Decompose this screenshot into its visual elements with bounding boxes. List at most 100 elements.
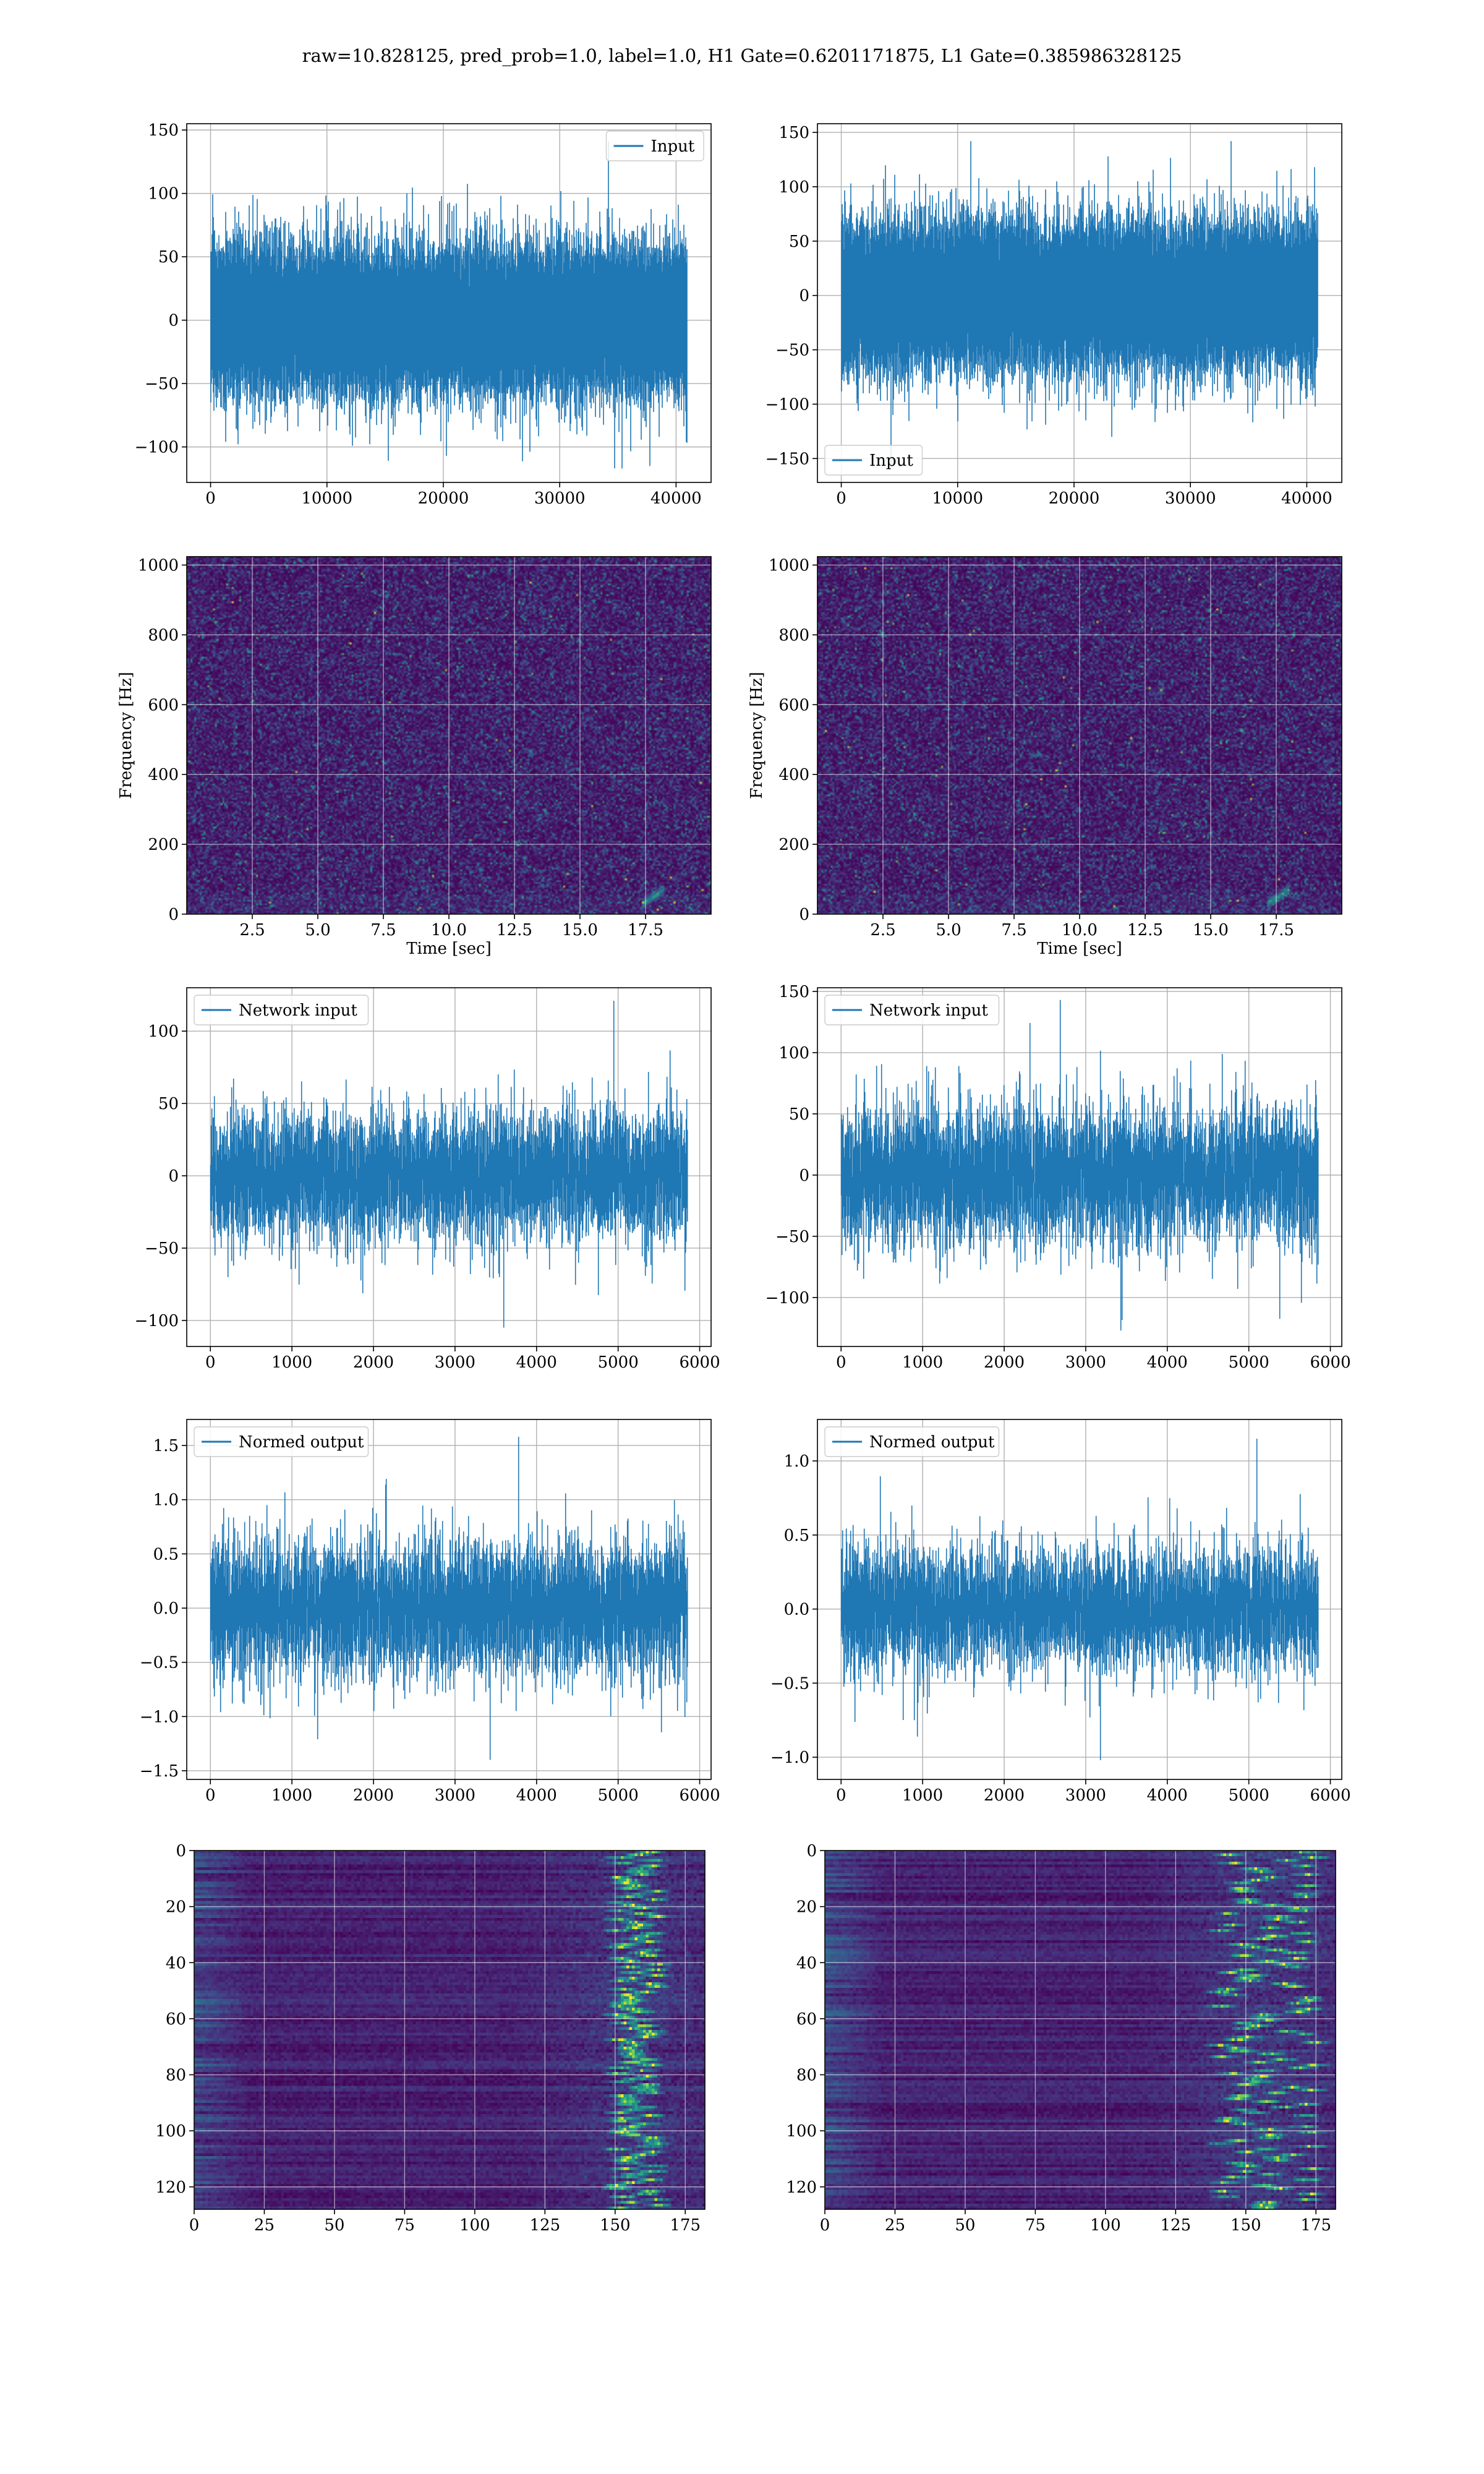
x-tick-label: 4000 — [516, 1353, 557, 1372]
y-tick-label: −0.5 — [770, 1674, 809, 1693]
y-tick-label: 100 — [155, 2122, 186, 2141]
legend-box — [194, 1426, 369, 1457]
x-tick-label: 4000 — [1147, 1353, 1188, 1372]
x-tick-label: 6000 — [1310, 1786, 1350, 1805]
y-tick-label: 1000 — [769, 557, 809, 575]
x-tick-label: 75 — [394, 2216, 415, 2235]
x-tick-label: 20000 — [418, 489, 469, 508]
x-tick-label: 6000 — [1310, 1353, 1350, 1372]
y-tick-label: −100 — [135, 1312, 179, 1330]
x-tick-label: 10.0 — [1062, 921, 1098, 940]
legend: Input — [605, 131, 704, 161]
x-tick-label: 12.5 — [1127, 921, 1163, 940]
y-tick-label: −150 — [765, 450, 809, 468]
x-tick-label: 5000 — [1229, 1786, 1269, 1805]
feature-map-image — [825, 1851, 1336, 2209]
series-line-network-input — [210, 1001, 688, 1328]
x-tick-label: 0 — [836, 489, 846, 508]
x-tick-label: 150 — [600, 2216, 631, 2235]
legend-label: Normed output — [239, 1433, 364, 1452]
panel-l1-input: 0 10000 20000 30000 40000 −150 −100 −50 0 50 100 15… — [765, 123, 1342, 508]
y-tick-label: 1.5 — [153, 1437, 179, 1455]
series-line-network-input — [840, 999, 1319, 1331]
y-tick-label: 100 — [148, 1022, 179, 1041]
panel-l1-normed-output: 0 1000 2000 3000 4000 5000 6000 −1.0 −0.5 0.0 0.5 1… — [770, 1419, 1351, 1805]
x-tick-label: 2000 — [353, 1786, 394, 1805]
y-tick-label: 600 — [148, 696, 179, 714]
y-tick-label: 800 — [778, 626, 809, 644]
x-tick-label: 15.0 — [562, 921, 598, 940]
x-tick-label: 3000 — [435, 1786, 475, 1805]
x-tick-label: 2.5 — [239, 921, 265, 940]
y-tick-label: 100 — [778, 1044, 809, 1063]
x-tick-label: 7.5 — [1001, 921, 1026, 940]
y-tick-label: 800 — [148, 626, 179, 644]
y-tick-label: 60 — [166, 2010, 186, 2029]
x-tick-label: 2.5 — [870, 921, 895, 940]
panel-h1-features: 0 25 50 75 100 125 150 175 0 20 40 60 80 100 120 — [155, 1842, 706, 2235]
x-tick-label: 100 — [1090, 2216, 1121, 2235]
y-tick-label: 0 — [176, 1842, 186, 1860]
y-tick-label: 0 — [799, 905, 809, 924]
y-tick-label: −50 — [775, 341, 809, 360]
y-tick-label: 0 — [799, 1166, 809, 1185]
axes-frame — [817, 123, 1342, 483]
x-tick-label: 4000 — [1147, 1786, 1188, 1805]
legend: Network input — [824, 995, 1000, 1025]
x-tick-label: 5000 — [598, 1353, 639, 1372]
y-tick-label: 1000 — [138, 557, 179, 575]
axes-frame — [186, 556, 712, 915]
y-tick-label: −100 — [765, 1289, 809, 1308]
x-tick-label: 1000 — [271, 1786, 312, 1805]
series-line-input — [210, 141, 688, 469]
x-tick-label: 4000 — [516, 1786, 557, 1805]
x-tick-label: 1000 — [902, 1786, 943, 1805]
axes-frame — [817, 1419, 1342, 1780]
legend-box — [824, 445, 923, 476]
x-tick-label: 3000 — [1065, 1786, 1106, 1805]
panel-l1-spectrogram: 2.5 5.0 7.5 10.0 12.5 15.0 17.5 0 200 400 600 800 10… — [748, 556, 1342, 958]
x-tick-label: 175 — [1300, 2216, 1331, 2235]
y-tick-label: −1.0 — [140, 1708, 179, 1726]
y-tick-label: 1.0 — [153, 1491, 179, 1510]
series-line-normed-output — [210, 1437, 688, 1760]
grid-lines — [187, 557, 711, 915]
x-tick-label: 12.5 — [497, 921, 532, 940]
suptitle: raw=10.828125, pred_prob=1.0, label=1.0,… — [302, 45, 1182, 67]
y-tick-label: 600 — [778, 696, 809, 714]
legend-label: Network input — [869, 1001, 988, 1020]
x-tick-label: 30000 — [534, 489, 586, 508]
legend-box — [824, 995, 1000, 1025]
y-tick-label: 0.5 — [153, 1545, 179, 1564]
x-tick-label: 25 — [254, 2216, 275, 2235]
x-tick-label: 3000 — [435, 1353, 475, 1372]
y-tick-label: 0 — [168, 312, 179, 330]
y-tick-label: 150 — [778, 124, 809, 142]
x-tick-label: 2000 — [984, 1353, 1025, 1372]
y-tick-label: −100 — [765, 395, 809, 414]
y-tick-label: −1.5 — [140, 1762, 179, 1781]
x-tick-label: 125 — [1160, 2216, 1191, 2235]
x-tick-label: 40000 — [1281, 489, 1333, 508]
x-tick-label: 17.5 — [628, 921, 663, 940]
y-tick-label: −50 — [145, 375, 179, 393]
x-tick-label: 125 — [529, 2216, 560, 2235]
series-line-normed-output — [840, 1439, 1319, 1760]
panel-h1-normed-output: 0 1000 2000 3000 4000 5000 6000 −1.5 −1.0 −0.5 0.0… — [140, 1419, 720, 1805]
legend: Network input — [194, 995, 369, 1025]
panel-h1-network-input: 0 1000 2000 3000 4000 5000 6000 −100 −50 0 50 100 Ne… — [135, 987, 720, 1372]
y-tick-label: 0 — [806, 1842, 817, 1860]
legend-box — [824, 1426, 1000, 1457]
y-tick-label: 50 — [158, 1095, 179, 1113]
y-tick-label: 400 — [148, 766, 179, 784]
panel-h1-spectrogram: 2.5 5.0 7.5 10.0 12.5 15.0 17.5 0 200 400 600 800 10… — [117, 556, 712, 958]
y-tick-label: 60 — [796, 2010, 817, 2029]
legend-label: Input — [869, 452, 913, 470]
axes-frame — [824, 1850, 1336, 2210]
x-tick-label: 50 — [324, 2216, 344, 2235]
y-tick-label: 0.0 — [153, 1599, 179, 1618]
x-axis-label: Time [sec] — [1037, 940, 1122, 958]
x-tick-label: 25 — [885, 2216, 905, 2235]
y-tick-label: 200 — [778, 836, 809, 854]
